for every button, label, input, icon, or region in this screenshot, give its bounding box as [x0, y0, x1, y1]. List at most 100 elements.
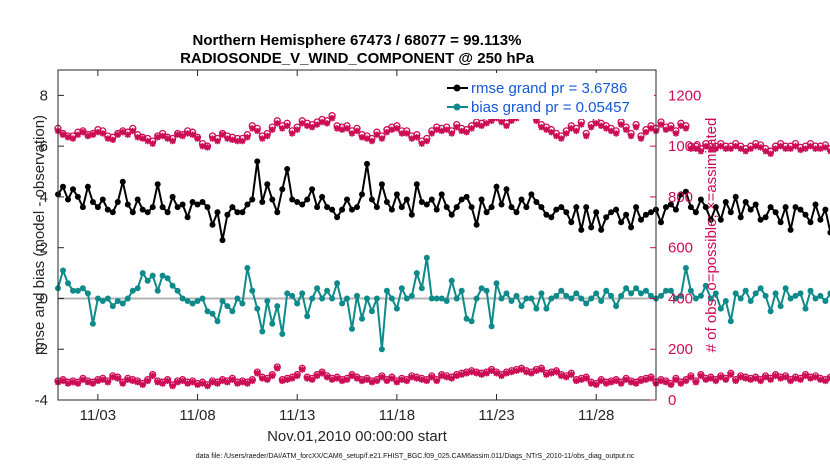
rmse-point: [74, 193, 81, 200]
rmse-point: [707, 216, 714, 223]
assimilated-obs-point: [672, 376, 680, 383]
assimilated-obs-point: [822, 377, 829, 385]
rmse-point: [663, 204, 669, 211]
bias-point: [423, 254, 430, 261]
bias-point: [802, 305, 809, 312]
assimilated-obs-point: [697, 148, 705, 155]
y-tick-label: 6: [40, 138, 48, 155]
assimilated-obs-point: [358, 377, 366, 385]
right-tick-label: 1000: [668, 138, 701, 155]
assimilated-obs-point: [717, 142, 724, 150]
bias-point: [752, 290, 759, 297]
rmse-point: [224, 211, 231, 218]
bias-point: [513, 292, 520, 299]
rmse-point: [792, 204, 799, 211]
bias-point: [782, 285, 789, 292]
assimilated-obs-point: [358, 134, 366, 141]
assimilated-obs-point: [602, 125, 610, 132]
assimilated-obs-point: [323, 120, 331, 127]
bias-point: [563, 292, 570, 299]
bias-point: [643, 287, 649, 294]
x-tick-label: 11/03: [80, 407, 116, 424]
bias-point: [134, 285, 141, 292]
bias-point: [239, 300, 246, 307]
rmse-point: [613, 206, 620, 213]
assimilated-obs-point: [727, 145, 734, 152]
assimilated-obs-point: [353, 127, 361, 135]
assimilated-obs-point: [612, 130, 620, 137]
assimilated-obs-point: [249, 125, 256, 132]
bias-point: [772, 290, 779, 297]
assimilated-obs-point: [767, 150, 774, 157]
assimilated-obs-point: [194, 381, 201, 388]
assimilated-obs-point: [99, 130, 107, 137]
assimilated-obs-point: [343, 376, 351, 383]
assimilated-obs-point: [308, 376, 316, 383]
assimilated-obs-point: [259, 375, 266, 382]
rmse-point: [658, 219, 664, 226]
assimilated-obs-point: [94, 128, 102, 136]
bias-point: [194, 298, 201, 304]
bias-point: [588, 295, 595, 302]
bias-point: [408, 292, 415, 299]
rmse-point: [672, 206, 679, 213]
assimilated-obs-point: [607, 379, 615, 386]
bias-point: [70, 287, 76, 294]
rmse-point: [149, 204, 156, 211]
rmse-point: [199, 199, 206, 205]
rmse-point: [179, 201, 186, 208]
rmse-point: [249, 196, 256, 203]
assimilated-obs-point: [533, 117, 540, 124]
assimilated-obs-point: [179, 377, 186, 385]
rmse-point: [797, 206, 804, 213]
rmse-point: [378, 181, 385, 188]
bias-point: [623, 285, 630, 292]
legend-box: [444, 73, 654, 119]
assimilated-obs-point: [134, 379, 141, 386]
rmse-point: [244, 201, 251, 208]
bias-point: [259, 328, 266, 335]
assimilated-obs-point: [573, 377, 580, 385]
assimilated-obs-point: [393, 379, 401, 386]
assimilated-obs-point: [144, 137, 151, 145]
rmse-point: [329, 206, 336, 213]
bias-point: [204, 308, 211, 315]
rmse-point: [364, 160, 370, 167]
assimilated-obs-point: [583, 132, 590, 140]
assimilated-obs-point: [792, 142, 799, 150]
rmse-point: [772, 209, 779, 216]
assimilated-obs-point: [378, 373, 386, 381]
assimilated-obs-point: [244, 134, 251, 141]
bias-point: [393, 305, 400, 312]
assimilated-obs-point: [259, 135, 266, 142]
rmse-point: [478, 196, 485, 203]
assimilated-obs-point: [318, 118, 326, 126]
legend-bias-marker: [453, 103, 461, 111]
assimilated-obs-point: [727, 371, 734, 378]
assimilated-obs-point: [503, 122, 510, 130]
assimilated-obs-point: [199, 380, 206, 387]
rmse-point: [732, 193, 739, 200]
bias-point: [398, 285, 405, 292]
assimilated-obs-point: [423, 137, 430, 145]
assimilated-obs-point: [473, 370, 480, 377]
rmse-point: [239, 209, 246, 216]
assimilated-obs-point: [752, 142, 759, 150]
assimilated-obs-point: [224, 379, 231, 386]
assimilated-obs-point: [493, 370, 500, 377]
assimilated-obs-point: [667, 381, 675, 388]
x-tick-label: 11/23: [478, 407, 514, 424]
assimilated-obs-point: [772, 372, 779, 380]
assimilated-obs-point: [513, 367, 520, 375]
rmse-point: [523, 204, 530, 211]
assimilated-obs-point: [647, 125, 655, 132]
rmse-point: [259, 199, 266, 205]
assimilated-obs-point: [383, 128, 391, 136]
bias-point: [129, 287, 136, 294]
rmse-point: [777, 219, 784, 226]
bias-point: [558, 287, 565, 294]
rmse-point: [568, 219, 575, 226]
bias-point: [767, 308, 774, 315]
assimilated-obs-point: [174, 379, 181, 386]
x-tick-label: 11/08: [179, 407, 215, 424]
